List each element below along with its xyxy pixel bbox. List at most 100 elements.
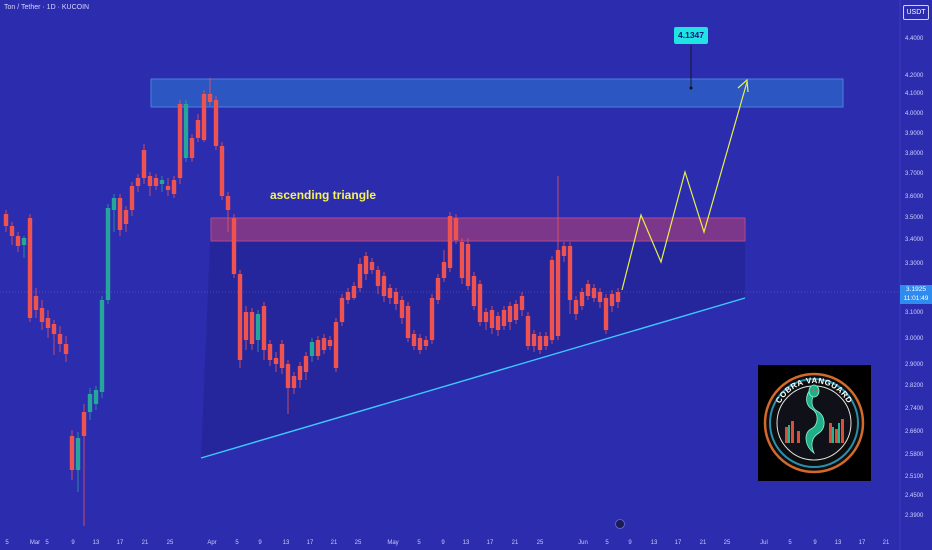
bearish-candle (579, 292, 585, 306)
price-tick-label: 3.0000 (905, 336, 924, 342)
bullish-candle (93, 390, 99, 404)
time-tick-label: 5 (5, 540, 9, 546)
supply-zone (210, 217, 746, 242)
bearish-candle (303, 356, 309, 372)
bearish-candle (81, 412, 87, 436)
bearish-candle (543, 336, 549, 346)
bearish-candle (117, 198, 123, 230)
bearish-candle (591, 288, 597, 298)
bearish-candle (15, 236, 21, 246)
bearish-candle (3, 214, 9, 226)
bearish-candle (249, 312, 255, 344)
bearish-candle (177, 104, 183, 178)
bearish-candle (189, 138, 195, 158)
bullish-candle (111, 198, 117, 210)
time-tick-label: 5 (417, 540, 421, 546)
bearish-candle (417, 338, 423, 350)
bearish-candle (351, 286, 357, 298)
bearish-candle (387, 288, 393, 298)
bearish-candle (261, 306, 267, 350)
bearish-candle (69, 436, 75, 470)
price-tick-label: 2.6600 (905, 429, 924, 435)
bearish-candle (393, 292, 399, 304)
time-tick-label: 17 (487, 540, 494, 546)
time-tick-label: 17 (859, 540, 866, 546)
bearish-candle (273, 358, 279, 364)
pattern-label[interactable]: ascending triangle (270, 188, 377, 202)
bearish-candle (381, 276, 387, 296)
events-marker[interactable] (615, 519, 625, 529)
price-tick-label: 3.9000 (905, 131, 924, 137)
triangle-area (201, 218, 745, 458)
price-axis[interactable]: 4.4000 4.2000 4.1000 4.0000 3.9000 3.8000 3.70… (905, 36, 924, 519)
bearish-candle (501, 310, 507, 326)
bearish-candle (411, 334, 417, 346)
bearish-candle (207, 94, 213, 102)
bearish-candle (603, 298, 609, 330)
bearish-candle (267, 344, 273, 360)
time-tick-label: 5 (788, 540, 792, 546)
bearish-candle (615, 292, 621, 302)
price-tick-label: 4.1000 (905, 91, 924, 97)
time-tick-label: 25 (167, 540, 174, 546)
bearish-candle (465, 244, 471, 286)
bearish-candle (567, 246, 573, 300)
price-tick-label: 3.3000 (905, 261, 924, 267)
time-tick-label: May (387, 540, 398, 546)
svg-text:COBRA VANGUARD: COBRA VANGUARD (774, 376, 854, 405)
bullish-candle (105, 208, 111, 300)
price-tick-label: 3.4000 (905, 237, 924, 243)
target-price-label[interactable]: 4.1347 (674, 27, 708, 44)
time-tick-label: Jun (578, 540, 588, 546)
bearish-candle (471, 276, 477, 306)
bearish-candle (237, 274, 243, 360)
bearish-candle (555, 250, 561, 336)
bullish-candle (183, 104, 189, 158)
bearish-candle (291, 376, 297, 388)
price-tick-label: 2.5800 (905, 452, 924, 458)
bearish-candle (525, 316, 531, 346)
bearish-candle (225, 196, 231, 210)
target-pointer-dot (689, 86, 693, 90)
bearish-candle (339, 298, 345, 322)
price-tick-label: 4.2000 (905, 73, 924, 79)
logo-emblem (763, 372, 865, 474)
symbol-header[interactable]: Ton / Tether · 1D · KUCOIN (4, 4, 90, 11)
bullish-candle (75, 438, 81, 470)
time-tick-label: 9 (628, 540, 632, 546)
price-tick-label: 2.3900 (905, 513, 924, 519)
bullish-candle (87, 394, 93, 412)
bearish-candle (231, 218, 237, 274)
bearish-candle (51, 324, 57, 334)
bearish-candle (63, 344, 69, 354)
time-tick-label: 21 (883, 540, 890, 546)
price-tick-label: 2.7400 (905, 406, 924, 412)
time-axis[interactable]: 5 Mar 5 9 13 17 21 25 Apr 5 9 13 17 21 25 May 5 9 13 17 21 25… (5, 540, 890, 546)
bearish-candle (165, 186, 171, 190)
bearish-candle (441, 262, 447, 278)
time-tick-label: 25 (537, 540, 544, 546)
bearish-candle (495, 316, 501, 330)
time-tick-label: 5 (235, 540, 239, 546)
price-tick-label: 3.5000 (905, 215, 924, 221)
bullish-candle (99, 300, 105, 392)
bearish-candle (537, 336, 543, 350)
bearish-candle (573, 300, 579, 314)
bearish-candle (123, 210, 129, 224)
time-tick-label: 5 (45, 540, 49, 546)
time-tick-label: 13 (651, 540, 658, 546)
bearish-candle (513, 304, 519, 320)
price-tick-label: 4.4000 (905, 36, 924, 42)
currency-button[interactable]: USDT (903, 5, 929, 20)
price-tick-label: 2.4500 (905, 493, 924, 499)
projection-arrowhead (737, 78, 749, 93)
price-tick-label: 3.6000 (905, 194, 924, 200)
price-tick-label: 2.5100 (905, 474, 924, 480)
time-tick-label: 9 (258, 540, 262, 546)
bearish-candle (153, 178, 159, 186)
bearish-candle (9, 226, 15, 236)
price-tick-label: 3.8000 (905, 151, 924, 157)
bullish-candle (309, 342, 315, 356)
